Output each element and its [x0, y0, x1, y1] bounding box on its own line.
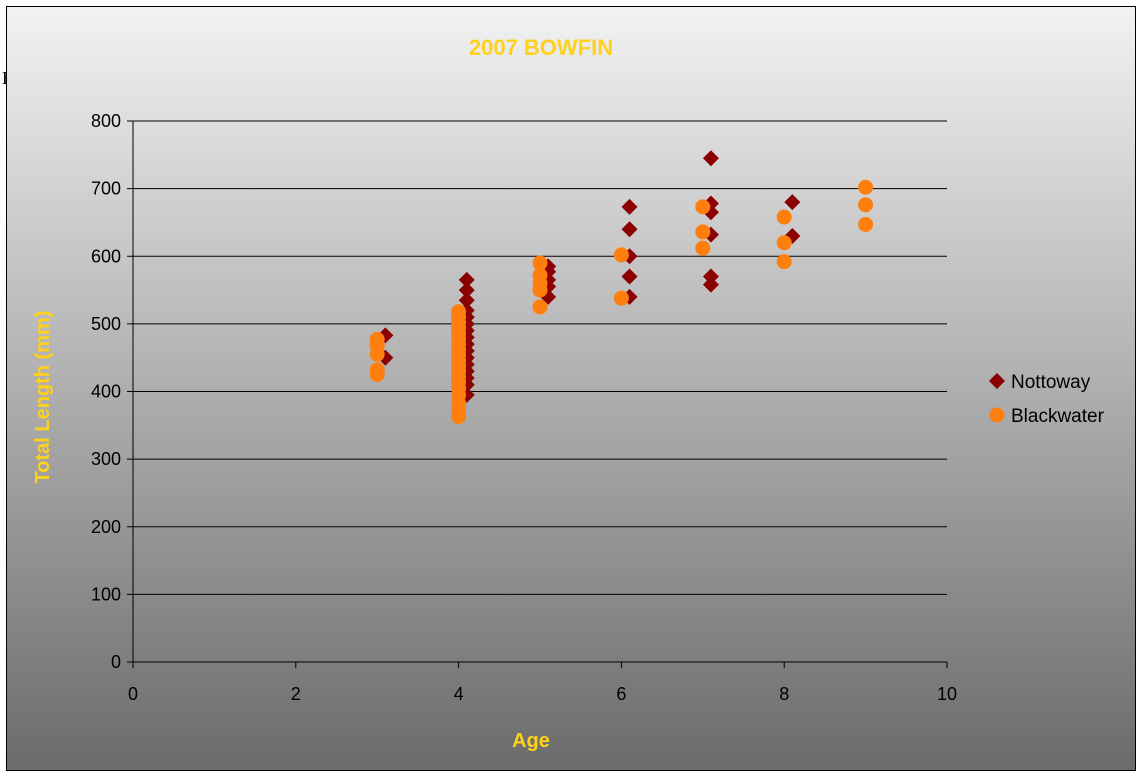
y-tick-label: 800: [91, 111, 121, 131]
y-axis-title: Total Length (mm): [32, 311, 54, 484]
point-nottoway: [702, 276, 719, 293]
point-blackwater: [369, 367, 385, 383]
point-blackwater: [532, 299, 548, 315]
point-blackwater: [695, 199, 711, 215]
legend-marker-blackwater: [989, 407, 1005, 423]
y-tick-label: 400: [91, 382, 121, 402]
legend-label-blackwater: Blackwater: [1011, 406, 1105, 427]
point-blackwater: [613, 247, 629, 263]
point-nottoway: [621, 198, 638, 215]
y-tick-label: 200: [91, 517, 121, 537]
point-nottoway: [458, 282, 475, 299]
point-blackwater: [695, 240, 711, 256]
point-blackwater: [776, 235, 792, 251]
x-tick-label: 0: [128, 684, 138, 704]
point-nottoway: [621, 268, 638, 285]
y-tick-label: 300: [91, 449, 121, 469]
y-tick-label: 500: [91, 314, 121, 334]
x-axis-title: Age: [512, 730, 550, 752]
point-nottoway: [458, 271, 475, 288]
point-blackwater: [858, 216, 874, 232]
legend-marker-nottoway: [989, 373, 1005, 389]
point-blackwater: [858, 197, 874, 213]
point-blackwater: [776, 209, 792, 225]
gridlines: [133, 120, 947, 595]
y-tick-label: 700: [91, 179, 121, 199]
tick-labels: 0 100 200 300 400 500 600 700 800 0 2 4 6 8 10: [91, 111, 957, 704]
x-tick-label: 6: [616, 684, 626, 704]
x-tick-label: 4: [454, 684, 464, 704]
legend-label-nottoway: Nottoway: [1011, 372, 1091, 393]
y-tick-label: 100: [91, 584, 121, 604]
point-nottoway: [784, 194, 801, 211]
axes: [127, 120, 948, 668]
chart-area: 2007 BOWFIN 0 100 200 300 400 500 600 700 800 0 2 4…: [6, 6, 1136, 771]
chart-title: 2007 BOWFIN: [469, 35, 613, 60]
series-blackwater: [369, 179, 874, 425]
chart-background: [7, 7, 1135, 770]
scatter-chart: 2007 BOWFIN 0 100 200 300 400 500 600 700 800 0 2 4…: [7, 7, 1135, 770]
y-tick-label: 0: [111, 652, 121, 672]
point-nottoway: [621, 221, 638, 238]
point-nottoway: [458, 292, 475, 309]
point-blackwater: [858, 179, 874, 195]
point-nottoway: [702, 150, 719, 167]
point-blackwater: [532, 282, 548, 298]
x-tick-label: 10: [937, 684, 957, 704]
x-tick-label: 8: [779, 684, 789, 704]
data-points: [369, 150, 874, 425]
legend: Nottoway Blackwater: [989, 372, 1105, 427]
point-blackwater: [776, 254, 792, 270]
point-blackwater: [695, 224, 711, 240]
point-blackwater: [451, 409, 467, 425]
point-blackwater: [613, 290, 629, 306]
y-tick-label: 600: [91, 246, 121, 266]
point-nottoway: [702, 268, 719, 285]
point-blackwater: [532, 255, 548, 271]
point-blackwater: [369, 346, 385, 362]
x-tick-label: 2: [291, 684, 301, 704]
